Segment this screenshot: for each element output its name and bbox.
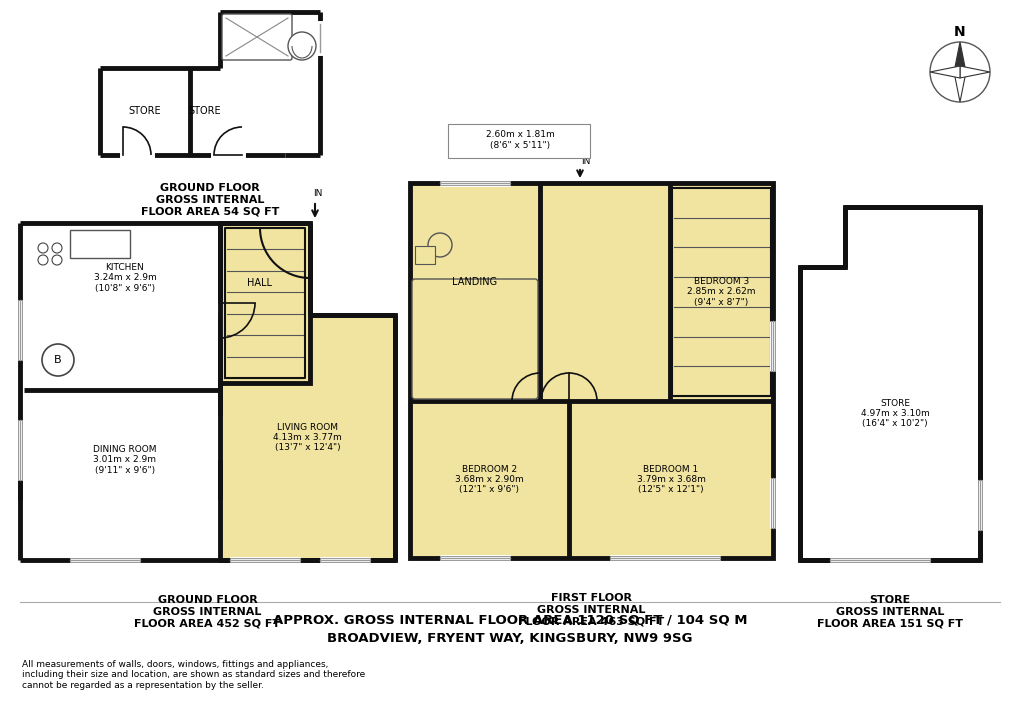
Text: STORE: STORE [128, 107, 161, 117]
Text: IN: IN [313, 189, 322, 197]
Text: DINING ROOM
3.01m x 2.9m
(9'11" x 9'6"): DINING ROOM 3.01m x 2.9m (9'11" x 9'6") [93, 445, 157, 475]
FancyBboxPatch shape [447, 124, 589, 158]
Circle shape [929, 42, 989, 102]
Text: GROUND FLOOR
GROSS INTERNAL
FLOOR AREA 452 SQ FT: GROUND FLOOR GROSS INTERNAL FLOOR AREA 4… [135, 595, 280, 629]
Text: GROUND FLOOR
GROSS INTERNAL
FLOOR AREA 54 SQ FT: GROUND FLOOR GROSS INTERNAL FLOOR AREA 5… [141, 184, 279, 217]
Polygon shape [953, 42, 965, 72]
Polygon shape [799, 207, 979, 560]
Bar [415, 246, 434, 264]
Text: FIRST FLOOR
GROSS INTERNAL
FLOOR AREA 463 SQ FT: FIRST FLOOR GROSS INTERNAL FLOOR AREA 46… [518, 593, 664, 626]
Text: BEDROOM 3
2.85m x 2.62m
(9'4" x 8'7"): BEDROOM 3 2.85m x 2.62m (9'4" x 8'7") [687, 277, 755, 307]
Text: IN: IN [581, 156, 590, 166]
Circle shape [428, 233, 451, 257]
Bar [70, 230, 129, 258]
Text: APPROX. GROSS INTERNAL FLOOR AREA 1120 SQ FT / 104 SQ M: APPROX. GROSS INTERNAL FLOOR AREA 1120 S… [272, 613, 747, 626]
Circle shape [42, 344, 74, 376]
Polygon shape [959, 66, 989, 78]
Circle shape [38, 255, 48, 265]
Circle shape [52, 255, 62, 265]
FancyBboxPatch shape [412, 279, 537, 399]
Text: B: B [54, 355, 62, 365]
Text: BROADVIEW, FRYENT WAY, KINGSBURY, NW9 9SG: BROADVIEW, FRYENT WAY, KINGSBURY, NW9 9S… [327, 631, 692, 644]
Text: LANDING: LANDING [452, 277, 497, 287]
Text: BEDROOM 2
3.68m x 2.90m
(12'1" x 9'6"): BEDROOM 2 3.68m x 2.90m (12'1" x 9'6") [454, 464, 524, 495]
Text: N: N [953, 25, 965, 39]
Circle shape [38, 243, 48, 253]
Text: BEDROOM 1
3.79m x 3.68m
(12'5" x 12'1"): BEDROOM 1 3.79m x 3.68m (12'5" x 12'1") [636, 464, 705, 495]
Text: STORE
GROSS INTERNAL
FLOOR AREA 151 SQ FT: STORE GROSS INTERNAL FLOOR AREA 151 SQ F… [816, 595, 962, 629]
Text: HALL: HALL [248, 278, 272, 288]
Bar [410, 183, 772, 558]
Bar [220, 223, 310, 383]
Bar [220, 315, 394, 560]
Circle shape [52, 243, 62, 253]
Text: All measurements of walls, doors, windows, fittings and appliances,
including th: All measurements of walls, doors, window… [22, 660, 365, 690]
Text: 2.60m x 1.81m
(8'6" x 5'11"): 2.60m x 1.81m (8'6" x 5'11") [485, 130, 554, 150]
Polygon shape [929, 66, 959, 78]
Text: LIVING ROOM
4.13m x 3.77m
(13'7" x 12'4"): LIVING ROOM 4.13m x 3.77m (13'7" x 12'4"… [273, 423, 341, 452]
Text: KITCHEN
3.24m x 2.9m
(10'8" x 9'6"): KITCHEN 3.24m x 2.9m (10'8" x 9'6") [94, 263, 156, 293]
Polygon shape [953, 72, 965, 102]
Circle shape [287, 32, 316, 60]
FancyBboxPatch shape [222, 14, 291, 60]
Text: STORE: STORE [189, 107, 221, 117]
Text: STORE
4.97m x 3.10m
(16'4" x 10'2"): STORE 4.97m x 3.10m (16'4" x 10'2") [860, 399, 928, 428]
